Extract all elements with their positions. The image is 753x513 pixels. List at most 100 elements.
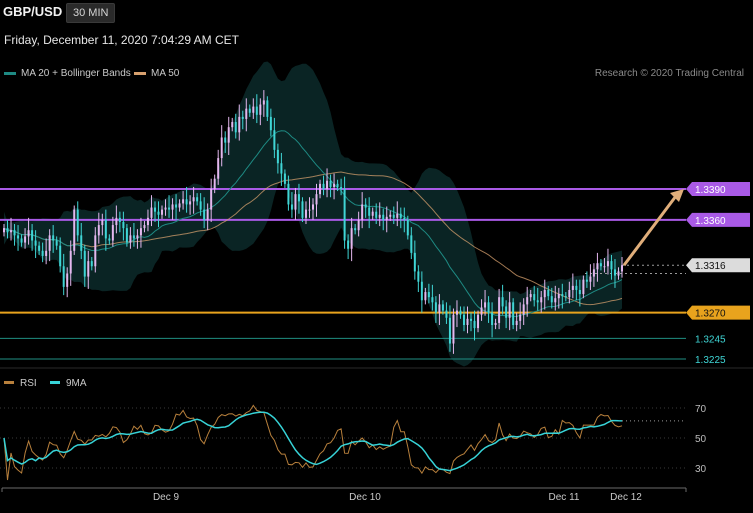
candle-body-163 (575, 285, 578, 290)
candle-body-161 (568, 289, 571, 298)
candle-body-153 (540, 297, 543, 303)
candle-body-162 (571, 285, 574, 290)
candle-body-136 (480, 307, 483, 315)
candle-body-111 (392, 214, 395, 218)
candle-body-60 (213, 178, 216, 189)
candle-body-89 (315, 194, 318, 205)
candle-body-82 (290, 204, 293, 210)
candle-body-54 (192, 197, 195, 202)
rsi-tick-label-0: 70 (695, 404, 707, 415)
candle-body-144 (508, 302, 511, 318)
candle-body-26 (94, 235, 97, 267)
candle-body-30 (108, 238, 111, 241)
candle-body-114 (403, 217, 406, 220)
candle-body-52 (185, 199, 188, 205)
candle-body-21 (76, 209, 79, 236)
candle-body-36 (129, 235, 132, 243)
candle-body-59 (210, 189, 213, 210)
candle-body-154 (543, 289, 546, 298)
x-tick-label-3: Dec 12 (610, 492, 642, 503)
candle-body-118 (417, 271, 420, 282)
candle-body-62 (220, 137, 223, 159)
legend-ma20: MA 20 + Bollinger Bands (4, 68, 131, 79)
price-level-label-5: 1.3225 (695, 355, 726, 366)
x-tick-label-1: Dec 10 (349, 492, 381, 503)
candle-body-78 (276, 149, 279, 164)
price-level-label-4: 1.3245 (695, 334, 726, 345)
candle-body-90 (319, 183, 322, 195)
candle-body-103 (364, 204, 367, 208)
ma20-line (3, 130, 623, 318)
candle-body-11 (41, 250, 44, 256)
candle-body-9 (34, 240, 37, 246)
candle-body-12 (45, 250, 48, 256)
candle-body-173 (610, 261, 613, 270)
candle-body-67 (238, 116, 241, 133)
candle-body-76 (269, 116, 272, 131)
candle-body-20 (73, 209, 76, 251)
candle-body-3 (13, 230, 16, 236)
candle-body-50 (178, 203, 181, 208)
price-level-tag-2 (686, 258, 750, 273)
candle-body-96 (340, 186, 343, 189)
candle-body-145 (512, 302, 515, 325)
candle-body-158 (557, 294, 560, 299)
candle-body-113 (399, 213, 402, 218)
candle-body-55 (196, 197, 199, 202)
candle-body-70 (248, 108, 251, 113)
candle-body-61 (217, 158, 220, 179)
price-level-label-1: 1.3360 (695, 216, 726, 227)
candle-body-32 (115, 217, 118, 226)
candle-body-49 (175, 204, 178, 208)
candle-body-107 (378, 214, 381, 218)
candle-body-142 (501, 297, 504, 307)
candle-body-98 (347, 240, 350, 249)
candle-body-122 (431, 297, 434, 303)
candle-body-127 (448, 317, 451, 344)
candle-body-117 (413, 252, 416, 272)
candle-body-74 (262, 100, 265, 105)
candle-body-48 (171, 204, 174, 210)
candle-body-104 (368, 207, 371, 216)
candle-body-165 (582, 279, 585, 295)
candle-body-100 (354, 228, 357, 231)
candle-body-172 (606, 261, 609, 267)
candle-body-81 (287, 183, 290, 205)
candle-body-77 (273, 130, 276, 150)
candle-body-85 (301, 201, 304, 218)
candle-body-31 (111, 225, 114, 241)
ma20-swatch (4, 72, 16, 75)
candle-body-7 (27, 230, 30, 237)
candle-body-121 (427, 292, 430, 298)
candle-body-175 (617, 271, 620, 276)
candle-body-143 (505, 306, 508, 318)
candle-body-18 (66, 273, 69, 287)
candle-body-37 (132, 235, 135, 239)
candle-body-120 (424, 292, 427, 301)
candle-body-169 (596, 263, 599, 270)
candle-body-79 (280, 163, 283, 174)
candle-body-41 (146, 217, 149, 226)
candle-body-126 (445, 310, 448, 318)
candle-body-8 (31, 230, 34, 241)
candle-body-33 (118, 217, 121, 222)
candle-body-119 (420, 281, 423, 301)
candle-body-56 (199, 201, 202, 210)
price-level-tag-1 (686, 212, 750, 227)
price-level-tag-0 (686, 182, 750, 196)
candle-body-24 (87, 261, 90, 277)
candle-body-10 (38, 245, 41, 251)
candle-body-88 (312, 204, 314, 210)
candle-body-151 (533, 294, 536, 301)
candle-body-29 (104, 219, 107, 239)
ma50-swatch (134, 72, 146, 75)
candle-body-97 (343, 189, 346, 241)
candle-body-1 (6, 228, 9, 233)
timeframe-badge[interactable]: 30 MIN (66, 3, 116, 23)
candle-body-148 (522, 304, 525, 315)
candle-body-23 (83, 250, 86, 277)
rsi-tick-label-1: 50 (695, 434, 707, 445)
candle-body-27 (97, 225, 100, 236)
candle-body-139 (491, 312, 494, 325)
